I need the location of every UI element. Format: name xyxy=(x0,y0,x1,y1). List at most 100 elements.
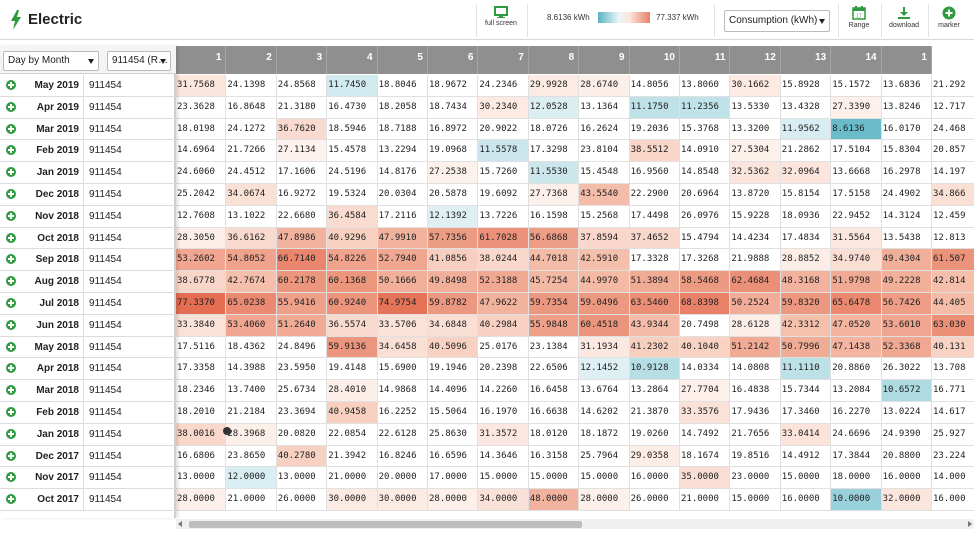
heatmap-cell[interactable]: 40.2984 xyxy=(478,314,529,337)
heatmap-cell[interactable]: 13.6836 xyxy=(881,75,932,97)
heatmap-cell[interactable]: 20.0820 xyxy=(276,423,328,446)
expand-plus-icon[interactable] xyxy=(6,298,16,308)
heatmap-cell[interactable]: 20.8860 xyxy=(831,358,882,381)
day-header-cell[interactable]: 1 xyxy=(881,46,932,74)
heatmap-cell[interactable]: 51.3894 xyxy=(629,271,680,293)
heatmap-cell[interactable]: 41.2302 xyxy=(629,336,680,359)
heatmap-cell[interactable]: 21.0000 xyxy=(680,489,731,511)
heatmap-cell[interactable]: 29.9928 xyxy=(528,75,580,97)
heatmap-cell[interactable]: 19.1946 xyxy=(428,358,479,381)
heatmap-cell[interactable]: 20.857 xyxy=(932,140,974,163)
heatmap-cell[interactable]: 13.5438 xyxy=(881,227,932,250)
heatmap-cell[interactable]: 20.2398 xyxy=(478,358,529,381)
heatmap-cell[interactable]: 60.1368 xyxy=(327,271,378,293)
heatmap-cell[interactable]: 16.6806 xyxy=(176,445,227,468)
heatmap-cell[interactable]: 19.5324 xyxy=(327,184,378,206)
heatmap-cell[interactable]: 60.4518 xyxy=(579,314,630,337)
month-row[interactable]: Sep 2018 911454 xyxy=(0,249,176,272)
heatmap-cell[interactable]: 16.3158 xyxy=(528,445,580,468)
heatmap-cell[interactable]: 14.8548 xyxy=(680,162,731,184)
month-row[interactable]: Apr 2019 911454 xyxy=(0,96,176,119)
heatmap-cell[interactable]: 28.6740 xyxy=(579,75,630,97)
month-row[interactable]: Feb 2018 911454 xyxy=(0,402,176,424)
heatmap-cell[interactable]: 47.8986 xyxy=(276,227,328,250)
heatmap-cell[interactable]: 13.1022 xyxy=(226,205,277,228)
expand-plus-icon[interactable] xyxy=(6,450,16,461)
heatmap-cell[interactable]: 10.6572 xyxy=(881,380,932,402)
heatmap-cell[interactable]: 66.7140 xyxy=(276,249,328,272)
heatmap-cell[interactable]: 27.7368 xyxy=(528,184,580,206)
heatmap-cell[interactable]: 31.7568 xyxy=(176,75,227,97)
heatmap-cell[interactable]: 45.7254 xyxy=(528,271,580,293)
heatmap-cell[interactable]: 8.6136 xyxy=(831,118,882,141)
heatmap-cell[interactable]: 18.4362 xyxy=(226,336,277,359)
heatmap-cell[interactable]: 14.617 xyxy=(932,402,974,424)
expand-plus-icon[interactable] xyxy=(6,472,16,483)
heatmap-cell[interactable]: 15.7260 xyxy=(478,162,529,184)
heatmap-cell[interactable]: 52.3188 xyxy=(478,271,529,293)
heatmap-cell[interactable]: 30.0000 xyxy=(327,489,378,511)
heatmap-cell[interactable]: 26.0000 xyxy=(276,489,328,511)
heatmap-cell[interactable]: 53.6010 xyxy=(881,314,932,337)
day-header-cell[interactable]: 8 xyxy=(528,46,580,74)
month-row[interactable]: Aug 2018 911454 xyxy=(0,271,176,293)
heatmap-cell[interactable]: 68.8398 xyxy=(680,293,731,315)
heatmap-cell[interactable]: 32.5362 xyxy=(730,162,781,184)
heatmap-cell[interactable]: 14.4912 xyxy=(780,445,832,468)
day-header-cell[interactable]: 6 xyxy=(428,46,479,74)
heatmap-cell[interactable]: 13.0000 xyxy=(176,467,227,490)
month-row[interactable]: Mar 2019 911454 xyxy=(0,118,176,141)
heatmap-cell[interactable]: 36.7620 xyxy=(276,118,328,141)
heatmap-cell[interactable]: 15.9228 xyxy=(730,205,781,228)
heatmap-cell[interactable]: 38.0016 xyxy=(176,423,227,446)
scroll-right-icon[interactable] xyxy=(968,521,972,527)
heatmap-cell[interactable]: 44.405 xyxy=(932,293,974,315)
heatmap-cell[interactable]: 29.0358 xyxy=(629,445,680,468)
heatmap-cell[interactable]: 59.8320 xyxy=(780,293,832,315)
heatmap-cell[interactable]: 40.2780 xyxy=(276,445,328,468)
heatmap-cell[interactable]: 19.4148 xyxy=(327,358,378,381)
heatmap-cell[interactable]: 14.4234 xyxy=(730,227,781,250)
heatmap-cell[interactable]: 52.3368 xyxy=(881,336,932,359)
heatmap-cell[interactable]: 15.5064 xyxy=(428,402,479,424)
heatmap-cell[interactable]: 14.4096 xyxy=(428,380,479,402)
heatmap-cell[interactable]: 15.0000 xyxy=(478,467,529,490)
heatmap-cell[interactable]: 55.9848 xyxy=(528,314,580,337)
heatmap-cell[interactable]: 24.1398 xyxy=(226,75,277,97)
heatmap-cell[interactable]: 40.131 xyxy=(932,336,974,359)
heatmap-cell[interactable]: 59.7354 xyxy=(528,293,580,315)
heatmap-cell[interactable]: 59.9136 xyxy=(327,336,378,359)
heatmap-cell[interactable]: 15.0000 xyxy=(780,467,832,490)
heatmap-cell[interactable]: 16.0000 xyxy=(780,489,832,511)
heatmap-cell[interactable]: 40.9458 xyxy=(327,402,378,424)
expand-plus-icon[interactable] xyxy=(6,428,16,439)
month-row[interactable]: Nov 2018 911454 xyxy=(0,205,176,228)
heatmap-cell[interactable]: 13.6668 xyxy=(831,162,882,184)
heatmap-cell[interactable]: 50.1666 xyxy=(377,271,428,293)
heatmap-cell[interactable]: 23.8104 xyxy=(579,140,630,163)
heatmap-cell[interactable]: 65.0238 xyxy=(226,293,277,315)
heatmap-cell[interactable]: 49.8498 xyxy=(428,271,479,293)
heatmap-cell[interactable]: 47.9910 xyxy=(377,227,428,250)
heatmap-cell[interactable]: 16.0000 xyxy=(629,467,680,490)
heatmap-cell[interactable]: 34.6458 xyxy=(377,336,428,359)
heatmap-cell[interactable]: 36.6162 xyxy=(226,227,277,250)
heatmap-cell[interactable]: 16.1970 xyxy=(478,402,529,424)
heatmap-cell[interactable]: 44.7018 xyxy=(528,249,580,272)
expand-plus-icon[interactable] xyxy=(6,341,16,352)
heatmap-cell[interactable]: 43.5540 xyxy=(579,184,630,206)
heatmap-cell[interactable]: 51.2142 xyxy=(730,336,781,359)
heatmap-cell[interactable]: 18.7188 xyxy=(377,118,428,141)
heatmap-cell[interactable]: 22.6506 xyxy=(528,358,580,381)
heatmap-cell[interactable]: 13.6764 xyxy=(579,380,630,402)
month-row[interactable]: Oct 2018 911454 xyxy=(0,227,176,250)
heatmap-cell[interactable]: 14.3646 xyxy=(478,445,529,468)
heatmap-cell[interactable]: 20.0000 xyxy=(377,467,428,490)
heatmap-cell[interactable]: 20.0304 xyxy=(377,184,428,206)
heatmap-cell[interactable]: 21.7656 xyxy=(730,423,781,446)
heatmap-cell[interactable]: 24.2346 xyxy=(478,75,529,97)
expand-plus-icon[interactable] xyxy=(6,167,16,178)
heatmap-cell[interactable]: 15.1572 xyxy=(831,75,882,97)
heatmap-cell[interactable]: 20.8800 xyxy=(881,445,932,468)
day-header-cell[interactable]: 11 xyxy=(680,46,731,74)
